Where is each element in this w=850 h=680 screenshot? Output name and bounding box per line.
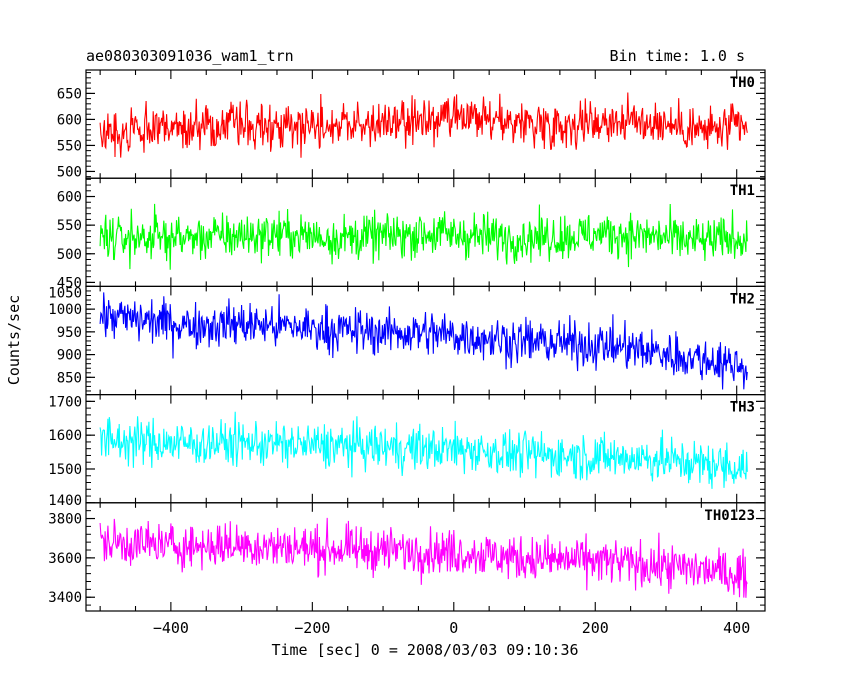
y-tick-label: 850	[57, 370, 82, 386]
panel-label-th2: TH2	[730, 291, 755, 307]
panel-label-th0123: TH0123	[704, 508, 755, 524]
x-tick-label: −200	[294, 619, 330, 637]
y-tick-label: 1050	[48, 285, 82, 301]
x-tick-label: 200	[582, 619, 609, 637]
y-tick-label: 500	[57, 247, 82, 263]
y-tick-label: 3800	[48, 512, 82, 528]
series-line-th0123	[99, 517, 748, 598]
panel-th1: 450 500 550 600 TH1	[57, 177, 766, 291]
panels-group: 500 550 600 650 TH0 450 500 550 600 TH1 850 900 950 1…	[48, 69, 766, 637]
x-axis-label: Time [sec] 0 = 2008/03/03 09:10:36	[271, 641, 578, 659]
y-tick-label: 3400	[48, 590, 82, 606]
y-axis-label: Counts/sec	[5, 295, 23, 385]
panel-th3: 1400 1500 1600 1700 TH3	[48, 394, 766, 509]
chart-title: ae080303091036_wam1_trn	[86, 47, 294, 65]
y-tick-label: 600	[57, 112, 82, 128]
x-tick-label: 400	[723, 619, 750, 637]
y-tick-label: 1400	[48, 493, 82, 509]
y-tick-label: 1000	[48, 302, 82, 318]
y-tick-label: 900	[57, 348, 82, 364]
panel-label-th1: TH1	[730, 183, 755, 199]
y-tick-label: 650	[57, 86, 82, 102]
chart-subtitle: Bin time: 1.0 s	[610, 47, 745, 65]
panel-th0123: 3400 3600 3800 TH0123	[48, 502, 766, 612]
panel-th0: 500 550 600 650 TH0	[57, 69, 766, 180]
panel-frame	[85, 502, 766, 612]
x-tick-label: 0	[449, 619, 458, 637]
series-line-th0	[99, 92, 748, 158]
y-tick-label: 1500	[48, 462, 82, 478]
y-tick-label: 1600	[48, 428, 82, 444]
y-tick-label: 3600	[48, 551, 82, 567]
panel-frame	[85, 285, 766, 396]
y-tick-label: 950	[57, 325, 82, 341]
series-line-th2	[99, 292, 748, 390]
y-tick-label: 600	[57, 190, 82, 206]
panel-label-th0: TH0	[730, 75, 755, 91]
y-tick-label: 550	[57, 218, 82, 234]
y-tick-label: 550	[57, 138, 82, 154]
panel-label-th3: TH3	[730, 400, 755, 416]
series-line-th3	[99, 411, 748, 489]
y-tick-label: 1700	[48, 394, 82, 410]
y-tick-label: 500	[57, 164, 82, 180]
y-tick-label: 450	[57, 275, 82, 291]
x-tick-label: −400	[153, 619, 189, 637]
series-line-th1	[99, 203, 748, 270]
